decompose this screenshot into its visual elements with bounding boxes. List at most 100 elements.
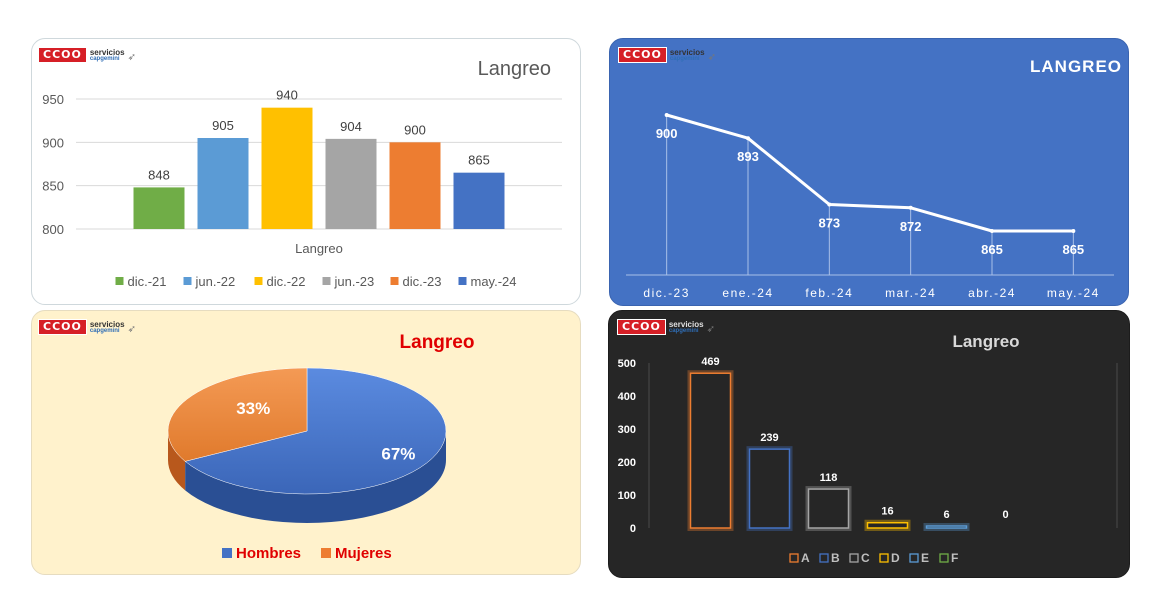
bar-A <box>689 372 732 529</box>
data-point <box>746 136 750 141</box>
data-label: 118 <box>820 472 838 484</box>
x-tick-label: mar.-24 <box>885 286 936 300</box>
x-tick-label: may.-24 <box>1047 286 1100 300</box>
logo-mark: CCOO <box>38 47 87 63</box>
bar-glow <box>923 523 970 532</box>
legend-label: dic.-21 <box>128 274 167 289</box>
data-point <box>1071 229 1076 233</box>
legend-swatch <box>789 553 799 563</box>
data-point <box>908 205 913 210</box>
legend-swatch <box>254 277 263 285</box>
data-point <box>827 202 832 207</box>
bar-glow <box>746 446 793 532</box>
ccoo-logo: CCOO servicios capgemini ➶ <box>38 319 136 335</box>
bird-icon: ➶ <box>127 324 136 335</box>
legend-swatch <box>819 553 829 563</box>
ccoo-logo: CCOO servicios capgemini ➶ <box>618 47 716 63</box>
data-label: 16 <box>881 506 893 518</box>
legend-swatch <box>939 553 949 563</box>
legend-label: may.-24 <box>471 274 517 289</box>
series-line <box>666 113 1074 233</box>
chart-title: Langreo <box>400 332 475 353</box>
data-label: 865 <box>1062 242 1084 257</box>
data-label: 940 <box>276 88 298 103</box>
ccoo-logo: CCOO servicios capgemini ➶ <box>617 319 715 335</box>
bird-icon: ➶ <box>706 324 715 335</box>
logo-line2: capgemini <box>89 328 120 334</box>
legend-swatch <box>222 548 232 558</box>
y-tick-label: 800 <box>42 222 64 237</box>
y-tick-label: 300 <box>618 424 636 436</box>
data-point <box>664 113 669 117</box>
bar-glow <box>687 370 734 532</box>
y-tick-label: 850 <box>42 179 64 194</box>
pie-chart: Langreo 67% 33% Hombres Mujeres <box>167 332 475 562</box>
y-tick-label: 500 <box>618 358 636 370</box>
x-tick-label: dic.-23 <box>643 286 690 300</box>
logo-line1: servicios <box>668 320 704 329</box>
bird-icon: ➶ <box>127 52 136 63</box>
y-tick-label: 100 <box>618 490 636 502</box>
category-bar-chart: Langreo 0 100 200 300 400 500 469 239 118 16 6 0 A B C D… <box>618 332 1118 565</box>
legend-label: E <box>921 551 929 565</box>
logo-mark: CCOO <box>38 319 87 335</box>
pie-chart-panel: CCOO servicios capgemini ➶ Langreo 67% 33%… <box>31 310 581 575</box>
legend-label: jun.-22 <box>195 274 236 289</box>
slice-hombres <box>184 367 447 495</box>
data-label: 872 <box>900 219 922 234</box>
logo-line2: capgemini <box>668 328 699 334</box>
slice-mujeres <box>167 367 308 462</box>
data-point <box>990 229 994 233</box>
legend-swatch <box>458 277 467 285</box>
chart-title: LANGREO <box>1030 57 1122 76</box>
bar-may.-24 <box>453 172 505 229</box>
bar-dic.-21 <box>133 187 185 229</box>
data-label: 900 <box>656 126 678 141</box>
slice-side-hombres <box>185 431 447 523</box>
bar-dic.-22 <box>261 107 313 229</box>
bar-chart-panel-history: CCOO servicios capgemini ➶ Langreo 800 850… <box>31 38 581 305</box>
bar-D <box>866 521 909 529</box>
data-label: 865 <box>468 153 490 168</box>
logo-line1: servicios <box>89 320 125 329</box>
data-label: 0 <box>1002 509 1008 521</box>
logo-line2: capgemini <box>89 56 120 62</box>
slice-side-mujeres <box>168 431 186 491</box>
line-chart: LANGREO 900 893 873 872 865 865 dic.-23 ene.-24 f… <box>626 57 1122 300</box>
bird-icon: ➶ <box>707 52 716 63</box>
legend-label: Hombres <box>236 545 301 562</box>
legend-swatch <box>183 277 192 285</box>
logo-mark: CCOO <box>617 319 666 335</box>
legend-label: Mujeres <box>335 545 392 562</box>
y-tick-label: 0 <box>630 523 636 535</box>
line-chart-panel: CCOO servicios capgemini ➶ LANGREO 900 893… <box>609 38 1129 306</box>
data-label: 33% <box>236 399 270 418</box>
data-label: 873 <box>818 215 840 230</box>
logo-line1: servicios <box>89 48 125 57</box>
legend-label: C <box>861 551 870 565</box>
legend-label: B <box>831 551 840 565</box>
x-tick-label: abr.-24 <box>968 286 1016 300</box>
bar-jun.-23 <box>325 138 377 229</box>
legend-label: F <box>951 551 958 565</box>
data-label: 6 <box>943 509 949 521</box>
y-tick-label: 400 <box>618 391 636 403</box>
data-label: 900 <box>404 122 426 137</box>
legend-label: dic.-22 <box>267 274 306 289</box>
data-label: 905 <box>212 118 234 133</box>
legend-swatch <box>909 553 919 563</box>
data-label: 904 <box>340 119 362 134</box>
legend-swatch <box>115 277 124 285</box>
legend-label: A <box>801 551 810 565</box>
y-tick-label: 900 <box>42 135 64 150</box>
legend-swatch <box>849 553 859 563</box>
bar-chart-history: Langreo 800 850 900 950 848 905 940 904 900 865 Lan… <box>42 58 562 289</box>
y-tick-label: 950 <box>42 92 64 107</box>
bar-glow <box>805 486 852 531</box>
legend-label: jun.-23 <box>334 274 375 289</box>
y-tick-label: 200 <box>618 457 636 469</box>
legend-label: dic.-23 <box>403 274 442 289</box>
bar-E <box>925 525 968 529</box>
bar-glow <box>864 519 911 532</box>
logo-line1: servicios <box>669 48 705 57</box>
